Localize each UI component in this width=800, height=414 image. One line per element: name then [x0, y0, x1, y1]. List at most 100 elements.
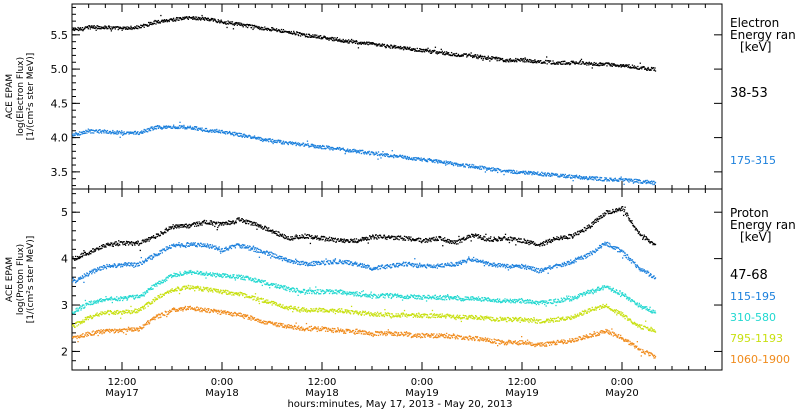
data-point: [226, 131, 227, 132]
data-point: [239, 244, 240, 245]
data-point: [588, 64, 589, 65]
data-point: [258, 249, 259, 250]
data-point: [416, 265, 417, 266]
data-point: [458, 54, 459, 55]
data-point: [457, 262, 458, 263]
data-point: [288, 261, 289, 262]
data-point: [198, 221, 199, 222]
data-point: [255, 223, 256, 224]
data-point: [388, 154, 389, 155]
data-point: [99, 26, 100, 27]
data-point: [447, 53, 448, 54]
data-point: [347, 240, 348, 241]
data-point: [260, 226, 261, 227]
data-point: [626, 215, 627, 216]
data-point: [87, 27, 88, 28]
data-point: [166, 128, 167, 129]
data-point: [322, 239, 323, 240]
data-point: [163, 233, 164, 234]
data-point: [141, 242, 142, 243]
data-point: [365, 267, 366, 268]
data-point: [583, 231, 584, 232]
data-point: [586, 64, 587, 65]
data-point: [497, 266, 498, 267]
data-point: [497, 172, 498, 173]
data-point: [549, 265, 550, 266]
data-point: [84, 273, 85, 274]
data-point: [542, 173, 543, 174]
data-point: [546, 175, 547, 176]
y-tick-label: 5: [61, 206, 68, 219]
data-point: [289, 259, 290, 260]
data-point: [472, 234, 473, 235]
data-point: [343, 39, 344, 40]
data-point: [591, 253, 592, 254]
data-point: [250, 25, 251, 26]
data-point: [471, 52, 472, 53]
data-point: [443, 238, 444, 239]
data-point: [391, 267, 392, 268]
data-point: [459, 239, 460, 240]
data-point: [298, 35, 299, 36]
data-point: [627, 180, 628, 181]
data-point: [514, 170, 515, 171]
data-point: [111, 26, 112, 27]
data-point: [395, 265, 396, 266]
data-point: [297, 142, 298, 143]
data-point: [529, 242, 530, 243]
data-point: [545, 62, 546, 63]
data-point: [324, 36, 325, 37]
data-point: [620, 64, 621, 65]
data-point: [126, 243, 127, 244]
data-point: [562, 237, 563, 238]
data-point: [241, 220, 242, 221]
data-point: [628, 64, 629, 65]
data-point: [332, 40, 333, 41]
data-point: [523, 241, 524, 242]
data-point: [173, 18, 174, 19]
data-point: [268, 227, 269, 228]
data-point: [585, 256, 586, 257]
data-point: [527, 240, 528, 241]
data-point: [82, 255, 83, 256]
data-point: [242, 246, 243, 247]
data-point: [589, 176, 590, 177]
data-point: [258, 252, 259, 253]
data-point: [267, 255, 268, 256]
data-point: [536, 268, 537, 269]
data-point: [254, 225, 255, 226]
data-point: [173, 228, 174, 229]
data-point: [297, 32, 298, 33]
data-point: [560, 174, 561, 175]
data-point: [343, 263, 344, 264]
data-point: [210, 224, 211, 225]
data-point: [466, 53, 467, 54]
data-point: [583, 62, 584, 63]
data-point: [266, 227, 267, 228]
data-point: [556, 236, 557, 237]
data-point: [364, 266, 365, 267]
data-point: [512, 240, 513, 241]
data-point: [158, 234, 159, 235]
data-point: [420, 238, 421, 239]
data-point: [160, 235, 161, 236]
data-point: [334, 259, 335, 260]
data-point: [186, 128, 187, 129]
data-point: [618, 248, 619, 249]
y-tick-label: 3.5: [51, 166, 69, 179]
data-point: [381, 266, 382, 267]
data-point: [534, 59, 535, 60]
data-point: [225, 133, 226, 134]
data-point: [631, 220, 632, 221]
data-point: [138, 241, 139, 242]
data-point: [145, 239, 146, 240]
data-point: [564, 262, 565, 263]
data-point: [243, 219, 244, 220]
data-point: [348, 151, 349, 152]
data-point: [549, 174, 550, 175]
data-point: [127, 265, 128, 266]
data-point: [254, 135, 255, 136]
data-point: [150, 22, 151, 23]
data-point: [545, 172, 546, 173]
data-point: [563, 63, 564, 64]
